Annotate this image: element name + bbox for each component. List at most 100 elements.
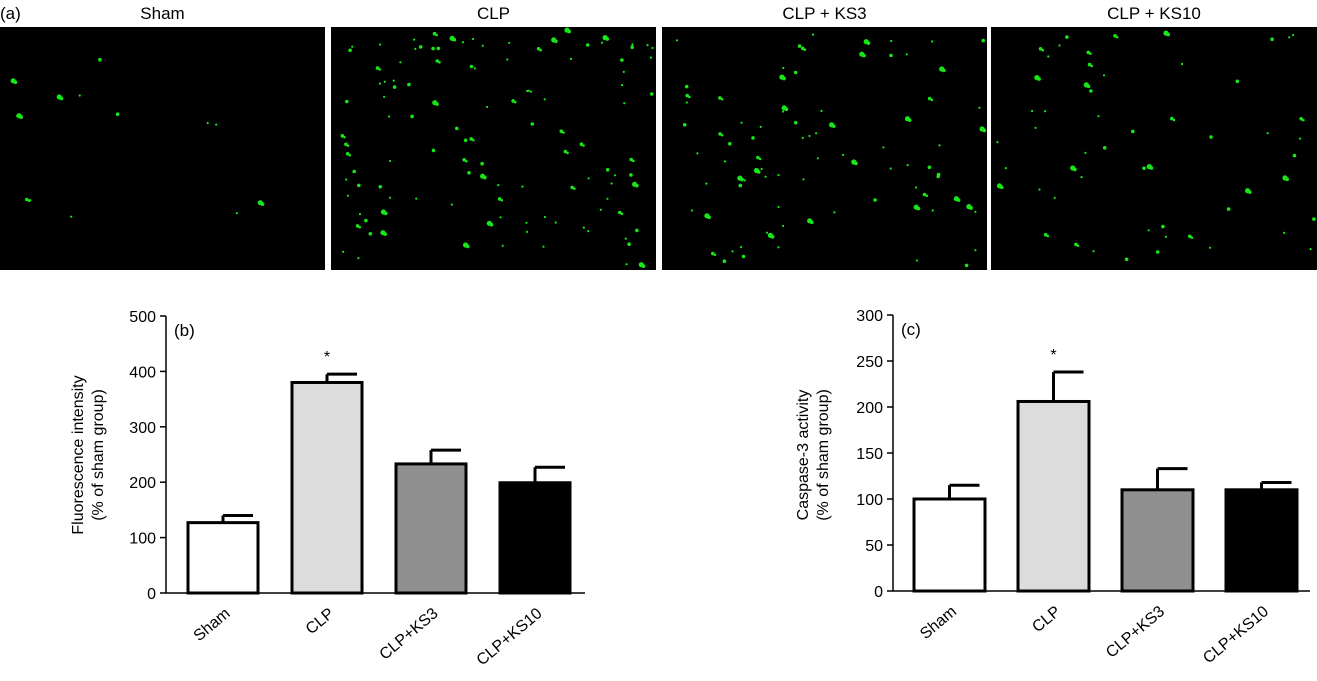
fluorescent-cell xyxy=(1155,250,1160,254)
fluorescent-cell xyxy=(925,194,928,198)
fluorescent-cell xyxy=(1285,177,1290,182)
fluorescent-cell xyxy=(705,182,708,185)
fluorescent-cell xyxy=(854,161,858,166)
panel-label: (c) xyxy=(901,320,921,339)
fluorescent-cell xyxy=(862,53,866,58)
fluorescent-cell xyxy=(624,237,627,240)
y-tick-label: 50 xyxy=(865,538,883,555)
fluorescent-cell xyxy=(351,45,354,48)
fluorescent-cell xyxy=(501,244,504,247)
fluorescent-cell xyxy=(378,68,382,71)
fluorescent-cell xyxy=(758,157,762,161)
fluorescent-cell xyxy=(435,102,439,106)
fluorescent-cell xyxy=(1058,44,1061,47)
fluorescent-cell xyxy=(508,41,511,44)
fluorescent-cell xyxy=(1235,79,1240,84)
fluorescent-cell xyxy=(631,43,634,46)
fluorescent-cell xyxy=(432,31,437,36)
y-tick-label: 200 xyxy=(129,475,156,492)
bar xyxy=(394,462,468,595)
fluorescent-cell xyxy=(625,263,628,266)
fluorescent-cell xyxy=(646,44,649,47)
fluorescent-cell xyxy=(777,246,780,249)
fluorescent-cell xyxy=(889,167,892,170)
fluorescent-cell xyxy=(472,139,475,142)
caspase-chart: 0 50 100 150 200 250 300 (c) Caspase-3 activity(… xyxy=(795,308,1310,667)
fluorescent-cell xyxy=(340,134,345,138)
fluorescent-cell xyxy=(566,151,569,155)
fluorescent-cell xyxy=(410,114,414,119)
fluorescent-cell xyxy=(720,98,724,101)
fluorescent-cell xyxy=(916,206,921,211)
fluorescent-cell xyxy=(1031,109,1034,113)
fluorescent-cell xyxy=(1086,84,1091,89)
fluorescent-cell xyxy=(620,212,624,216)
fluorescent-cell xyxy=(728,142,732,146)
fluorescent-cell xyxy=(431,148,436,153)
fluorescent-cell xyxy=(713,253,717,257)
bar xyxy=(1224,488,1299,593)
micrograph-2: CLP xyxy=(331,4,656,270)
fluorescent-cell xyxy=(525,230,529,233)
fluorescent-cell xyxy=(632,159,635,163)
x-tick-label: CLP xyxy=(1029,603,1064,636)
fluorescent-cell xyxy=(1041,48,1045,52)
fluorescent-cell xyxy=(842,153,845,156)
fluorescent-cell xyxy=(435,33,438,37)
x-tick-label: CLP+KS10 xyxy=(1200,603,1272,667)
fluorescent-cell xyxy=(473,67,476,70)
fluorescent-cell xyxy=(1102,146,1107,150)
fluorescent-cell xyxy=(784,107,789,112)
fluorescent-cell xyxy=(605,168,610,172)
fluorescent-cell xyxy=(770,234,775,239)
fluorescent-cell xyxy=(866,41,871,45)
fluorescent-cell xyxy=(685,101,688,104)
fluorescent-cell xyxy=(765,231,769,234)
fluorescent-cell xyxy=(16,114,20,118)
fluorescent-cell xyxy=(418,45,423,49)
micrograph-4: CLP + KS10 xyxy=(991,4,1317,270)
fluorescent-cell xyxy=(1080,176,1083,179)
fluorescent-cell xyxy=(346,194,349,197)
y-axis-title: Fluorescence intensity xyxy=(70,375,87,534)
fluorescent-cell xyxy=(996,141,999,144)
fluorescent-cell xyxy=(587,230,590,233)
fluorescent-cell xyxy=(542,245,545,248)
fluorescent-cell xyxy=(634,183,639,188)
fluorescent-cell xyxy=(927,165,932,170)
y-tick-label: 150 xyxy=(856,446,883,463)
fluorescent-cell xyxy=(378,185,383,189)
fluorescent-cell xyxy=(357,257,360,260)
fluorescent-cell xyxy=(629,173,633,177)
fluorescent-cell xyxy=(383,95,386,98)
fluorescent-cell xyxy=(206,121,209,125)
fluorescent-cell xyxy=(358,213,362,216)
y-tick-label: 0 xyxy=(874,584,883,601)
fluorescent-cell xyxy=(621,84,624,87)
fluorescent-cell xyxy=(260,202,265,206)
fluorescent-cell xyxy=(650,92,654,96)
fluorescent-cell xyxy=(13,80,18,85)
fluorescent-cell xyxy=(570,185,574,190)
fluorescent-cell xyxy=(723,160,727,163)
fluorescent-cell xyxy=(781,110,785,113)
fluorescent-cell xyxy=(927,96,932,101)
x-tick-label: CLP+KS3 xyxy=(376,605,441,664)
fluorescent-cell xyxy=(1074,242,1078,247)
fluorescent-cell xyxy=(1283,231,1286,234)
fluorescent-cell xyxy=(956,198,961,202)
fluorescent-cell xyxy=(873,198,877,202)
fluorescent-cell xyxy=(999,185,1004,190)
fluorescent-cell xyxy=(905,53,908,56)
y-tick-label: 200 xyxy=(856,400,883,417)
y-tick-label: 250 xyxy=(856,354,883,371)
fluorescent-cell xyxy=(352,169,357,174)
micrograph-image xyxy=(662,27,987,270)
bar xyxy=(186,521,260,595)
fluorescent-cell xyxy=(480,161,484,166)
fluorescent-cell xyxy=(882,146,885,149)
fluorescent-cell xyxy=(618,210,622,215)
fluorescent-cell xyxy=(215,123,218,126)
fluorescent-cell xyxy=(815,132,818,135)
fluorescent-cell xyxy=(543,98,546,101)
